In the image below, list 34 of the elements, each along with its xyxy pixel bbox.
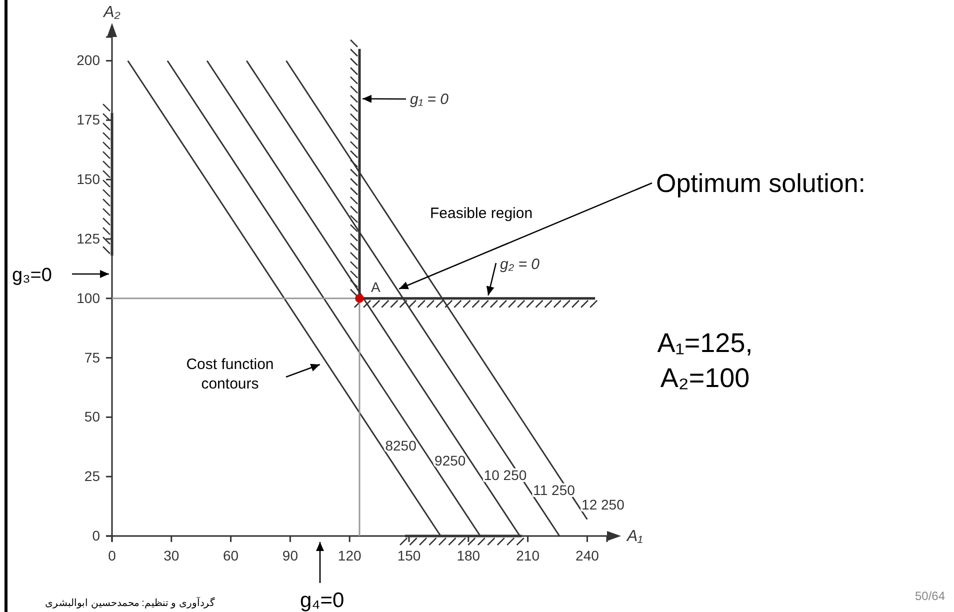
x-tick-label: 30 bbox=[164, 548, 180, 564]
y-tick-label: 150 bbox=[76, 171, 100, 188]
y-axis-title: A₂ bbox=[102, 4, 120, 21]
x-tick-label: 150 bbox=[397, 548, 421, 564]
y-tick-label: 200 bbox=[76, 52, 100, 68]
x-tick-label: 0 bbox=[108, 548, 116, 564]
y-tick-label: 100 bbox=[76, 290, 100, 306]
x-tick-label: 90 bbox=[282, 548, 298, 564]
text: g₄=0 bbox=[300, 589, 344, 612]
series-label: 9250 bbox=[434, 452, 466, 468]
series-label: 12 250 bbox=[582, 496, 625, 513]
annotation: Feasible region bbox=[430, 205, 533, 222]
series-label: 8250 bbox=[385, 438, 417, 454]
annotation: A bbox=[371, 279, 381, 295]
y-tick-label: 175 bbox=[76, 112, 100, 128]
x-tick-label: 60 bbox=[223, 548, 239, 564]
x-tick-label: 240 bbox=[576, 548, 600, 564]
annotation: g₁ = 0 bbox=[410, 91, 450, 108]
annotation: g₂ = 0 bbox=[500, 256, 540, 273]
y-tick-label: 125 bbox=[76, 230, 100, 246]
x-tick-label: 180 bbox=[456, 548, 480, 564]
x-tick-label: 210 bbox=[516, 548, 540, 564]
annotation: Optimum solution: bbox=[656, 168, 866, 198]
text: 50/64 bbox=[914, 589, 946, 603]
x-tick-label: 120 bbox=[338, 548, 362, 564]
y-tick-label: 50 bbox=[84, 408, 100, 425]
y-tick-label: 25 bbox=[84, 468, 100, 484]
y-tick-label: 75 bbox=[84, 349, 100, 366]
text: A₁=125, A₂=100 bbox=[657, 328, 753, 394]
text: g₃=0 bbox=[12, 265, 52, 286]
annotation: Cost function contours bbox=[186, 356, 274, 392]
text: گردآوری و تنظیم: محمدحسین ابوالبشری bbox=[45, 596, 215, 609]
y-tick-label: 0 bbox=[92, 527, 100, 544]
x-axis-title: A₁ bbox=[626, 528, 643, 545]
